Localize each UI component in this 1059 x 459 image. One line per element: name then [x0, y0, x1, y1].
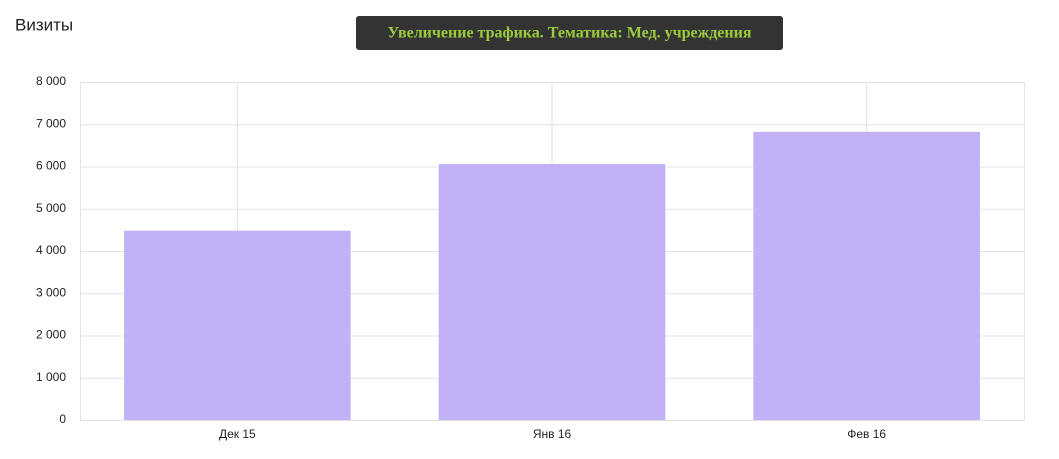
chart-title: Визиты	[15, 15, 73, 34]
y-tick-label: 0	[59, 412, 66, 426]
bar	[438, 163, 666, 420]
y-tick-label: 8 000	[36, 74, 66, 88]
annotation-box	[356, 16, 783, 50]
y-tick-label: 3 000	[36, 285, 66, 299]
x-tick-label: Янв 16	[533, 427, 572, 441]
y-tick-label: 7 000	[36, 116, 66, 130]
y-tick-label: 5 000	[36, 201, 66, 215]
annotation: Увеличение трафика. Тематика: Мед. учреж…	[388, 25, 752, 42]
y-tick-label: 6 000	[36, 159, 66, 173]
y-tick-label: 4 000	[36, 243, 66, 257]
bar	[753, 131, 980, 421]
x-tick-label: Фев 16	[847, 427, 886, 441]
y-tick-label: 1 000	[36, 370, 66, 384]
y-tick-label: 2 000	[36, 328, 66, 342]
x-tick-label: Дек 15	[219, 427, 256, 441]
bar	[124, 230, 351, 420]
